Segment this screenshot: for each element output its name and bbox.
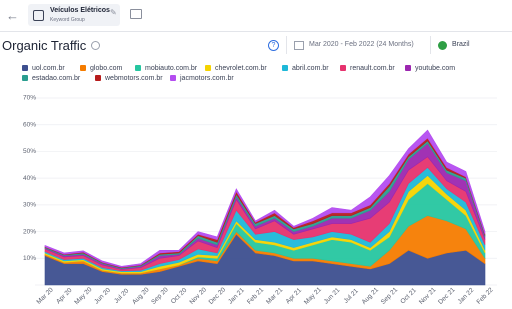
legend-swatch[interactable] xyxy=(80,65,86,71)
back-button[interactable]: ← xyxy=(6,8,19,23)
x-tick-label: Mar 21 xyxy=(265,286,285,306)
x-tick-label: May 21 xyxy=(303,286,323,306)
x-tick-label: Apr 20 xyxy=(55,287,74,306)
legend-label: chevrolet.com.br xyxy=(215,65,267,72)
info-icon[interactable] xyxy=(91,41,100,50)
x-tick-label: Dec 20 xyxy=(208,286,228,306)
separator xyxy=(430,36,431,54)
legend-swatch[interactable] xyxy=(135,65,141,71)
edit-button[interactable]: ✎ xyxy=(110,8,117,17)
legend-label: webmotors.com.br xyxy=(104,75,163,82)
x-tick-label: Nov 21 xyxy=(418,286,438,306)
group-icon xyxy=(33,10,44,21)
legend-swatch[interactable] xyxy=(22,75,28,81)
comment-button[interactable] xyxy=(130,9,142,19)
legend-swatch[interactable] xyxy=(405,65,411,71)
x-tick-label: Aug 20 xyxy=(131,286,151,306)
date-range[interactable]: Mar 2020 - Feb 2022 (24 Months) xyxy=(309,41,414,48)
area xyxy=(44,129,486,268)
x-tick-label: Sep 20 xyxy=(150,286,170,306)
x-tick-label: Jun 21 xyxy=(323,287,342,306)
legend-swatch[interactable] xyxy=(282,65,288,71)
y-tick-label: 60% xyxy=(23,121,36,128)
legend-label: jacmotors.com.br xyxy=(179,75,234,82)
top-bar: ← Veículos Elétricos Keyword Group ✎ xyxy=(0,0,512,32)
legend-label: globo.com xyxy=(90,65,122,72)
x-tick-label: Feb 22 xyxy=(476,286,496,306)
legend-label: uol.com.br xyxy=(32,65,65,72)
keyword-group[interactable]: Veículos Elétricos Keyword Group xyxy=(28,4,120,26)
x-tick-label: Dec 21 xyxy=(437,286,457,306)
x-tick-label: Mar 20 xyxy=(36,286,56,306)
legend-swatch[interactable] xyxy=(340,65,346,71)
group-title: Veículos Elétricos xyxy=(50,7,110,14)
calendar-icon xyxy=(294,41,304,50)
y-tick-label: 70% xyxy=(23,95,36,102)
legend-label: renault.com.br xyxy=(350,65,395,72)
x-tick-label: Nov 20 xyxy=(188,286,208,306)
legend-label: abril.com.br xyxy=(292,65,329,72)
y-tick-label: 40% xyxy=(23,175,36,182)
legend-swatch[interactable] xyxy=(95,75,101,81)
x-tick-label: Oct 21 xyxy=(399,287,418,306)
y-tick-label: 10% xyxy=(23,255,36,262)
x-tick-label: Jan 21 xyxy=(227,287,246,306)
x-tick-label: Oct 20 xyxy=(170,287,189,306)
legend-label: estadao.com.br xyxy=(32,75,81,82)
x-tick-label: Jun 20 xyxy=(93,287,112,306)
separator xyxy=(286,36,287,54)
x-tick-label: Jul 21 xyxy=(343,287,360,304)
x-tick-label: Feb 21 xyxy=(246,286,266,306)
x-tick-label: Sep 21 xyxy=(380,286,400,306)
group-subtitle: Keyword Group xyxy=(50,17,85,23)
country-flag xyxy=(438,41,447,50)
legend-swatch[interactable] xyxy=(205,65,211,71)
x-tick-label: Apr 21 xyxy=(285,287,304,306)
page-title: Organic Traffic xyxy=(2,38,87,53)
legend-label: youtube.com xyxy=(415,65,455,72)
help-icon[interactable]: ? xyxy=(268,40,279,51)
y-tick-label: 20% xyxy=(23,228,36,235)
y-tick-label: 50% xyxy=(23,148,36,155)
x-tick-label: May 20 xyxy=(73,286,93,306)
y-tick-label: 30% xyxy=(23,202,36,209)
legend-label: mobiauto.com.br xyxy=(145,65,198,72)
x-tick-label: Jan 22 xyxy=(457,287,476,306)
legend-swatch[interactable] xyxy=(22,65,28,71)
x-tick-label: Jul 20 xyxy=(113,287,130,304)
country[interactable]: Brazil xyxy=(452,41,470,48)
legend-swatch[interactable] xyxy=(170,75,176,81)
x-tick-label: Aug 21 xyxy=(361,286,381,306)
